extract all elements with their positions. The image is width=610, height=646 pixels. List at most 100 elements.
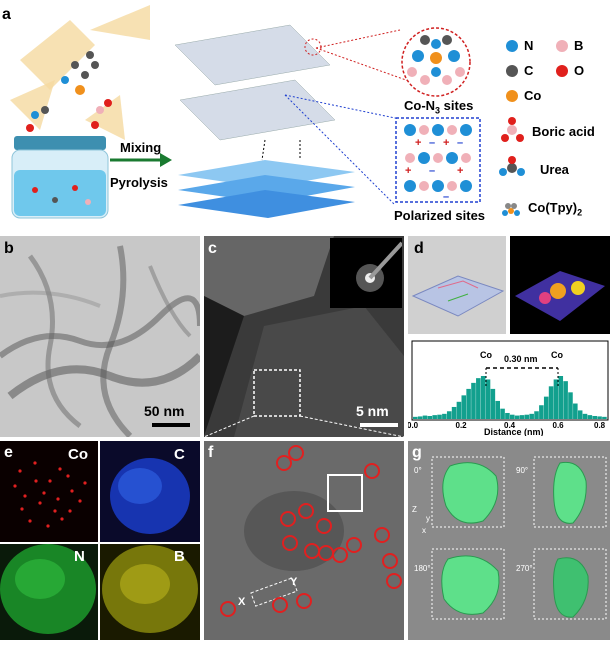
co-atom-marker [364, 463, 380, 479]
co-atom-marker [346, 537, 362, 553]
legend-c: C [524, 63, 534, 78]
angle-90: 90° [516, 466, 529, 475]
angle-270: 270° [516, 564, 533, 573]
schematic-a: + + + + – – – – [10, 5, 568, 219]
svg-text:–: – [429, 137, 435, 149]
profile-bar [510, 414, 515, 419]
co-signal-dot [68, 509, 72, 513]
profile-bar [582, 413, 588, 419]
cotpy-molecule-illustration [10, 5, 150, 140]
svg-text:+: + [405, 165, 411, 177]
profile-end-y: Y [290, 576, 298, 588]
profile-bar [461, 395, 467, 419]
co-signal-dot [33, 461, 37, 465]
co-signal-dot [38, 501, 42, 505]
profile-bar [529, 413, 534, 419]
co-n3-site-diagram [401, 27, 471, 97]
particle-90deg [553, 461, 587, 524]
eds-map-b [100, 544, 200, 640]
profile-bar [505, 412, 510, 419]
x-tick-label: 0.8 [594, 421, 606, 430]
scale-label-c: 5 nm [356, 403, 389, 419]
profile-bar [442, 413, 447, 419]
co-atom-marker [288, 445, 304, 461]
legend-urea: Urea [540, 162, 569, 177]
co-atom-marker [374, 527, 390, 543]
profile-bar [539, 405, 544, 419]
co-atom-marker [332, 547, 348, 563]
eds-map-c [100, 441, 200, 542]
profile-bar [524, 414, 530, 419]
profile-bar [573, 403, 578, 419]
highlight-box [327, 474, 363, 512]
saed-inset [330, 238, 404, 308]
profile-bar [480, 376, 486, 419]
co-atom-marker [272, 597, 288, 613]
b-atom-icon [556, 40, 568, 52]
co-signal-dot [42, 491, 46, 495]
boric-acid-icon [501, 117, 524, 142]
process-arrow [110, 153, 172, 167]
co-atom-marker [282, 535, 298, 551]
profile-bar [446, 411, 452, 419]
co-signal-dot [48, 479, 52, 483]
profile-bar [519, 415, 525, 419]
cotpy-icon [502, 203, 520, 216]
co-atom-marker [276, 455, 292, 471]
scale-label-b: 50 nm [144, 403, 185, 419]
surface-plot-left [408, 236, 506, 334]
axis-z: Z [412, 505, 417, 514]
scale-bar-c [360, 423, 398, 427]
panel-label-b: b [4, 240, 14, 257]
c-atom-icon [506, 65, 518, 77]
co-signal-dot [13, 484, 17, 488]
profile-bar [490, 388, 496, 419]
co-atom-marker [280, 511, 296, 527]
urea-icon [499, 156, 525, 176]
profile-bar [495, 400, 500, 419]
x-tick-label: 0.2 [456, 421, 468, 430]
svg-text:–: – [443, 191, 449, 203]
axis-x: x [422, 526, 426, 535]
eds-label-b: B [174, 548, 185, 565]
particle-270deg [553, 557, 589, 618]
svg-text:+: + [415, 137, 421, 149]
co-signal-dot [23, 494, 27, 498]
co-atom-marker [220, 601, 236, 617]
profile-bar [422, 415, 428, 419]
svg-text:+: + [457, 165, 463, 177]
product-layers-illustration [178, 160, 355, 218]
lattice-sheet-bottom [179, 79, 336, 141]
haadf-zoom-f [204, 441, 404, 640]
co-signal-dot [60, 517, 64, 521]
legend-b: B [574, 38, 584, 53]
panel-label-d: d [414, 240, 424, 257]
profile-bar [466, 388, 471, 419]
particle-0deg [442, 462, 499, 524]
eds-label-c: C [174, 446, 185, 463]
svg-text:–: – [457, 137, 463, 149]
profile-bar [514, 415, 520, 419]
profile-bar [437, 414, 442, 419]
co-signal-dot [53, 509, 57, 513]
panel-label-e: e [4, 444, 13, 461]
co-signal-dot [70, 489, 74, 493]
profile-bar [427, 415, 433, 419]
co-signal-dot [83, 481, 87, 485]
profile-bar [558, 376, 564, 419]
angle-180: 180° [414, 564, 431, 573]
co-signal-dot [56, 497, 60, 501]
profile-bar [592, 415, 597, 419]
surface-plot-right [510, 236, 610, 334]
scale-bar-b [152, 423, 190, 427]
profile-bar [568, 392, 573, 419]
co-n3-sites-label: Co-N3 sites [404, 98, 474, 116]
panel-label-f: f [208, 444, 214, 461]
profile-bar [500, 408, 505, 419]
co-atom-icon [506, 90, 518, 102]
axis-y: y [426, 514, 430, 523]
co-signal-dot [20, 507, 24, 511]
tem-image-b [0, 236, 200, 437]
profile-bar [451, 406, 457, 419]
profile-bar [577, 410, 583, 419]
